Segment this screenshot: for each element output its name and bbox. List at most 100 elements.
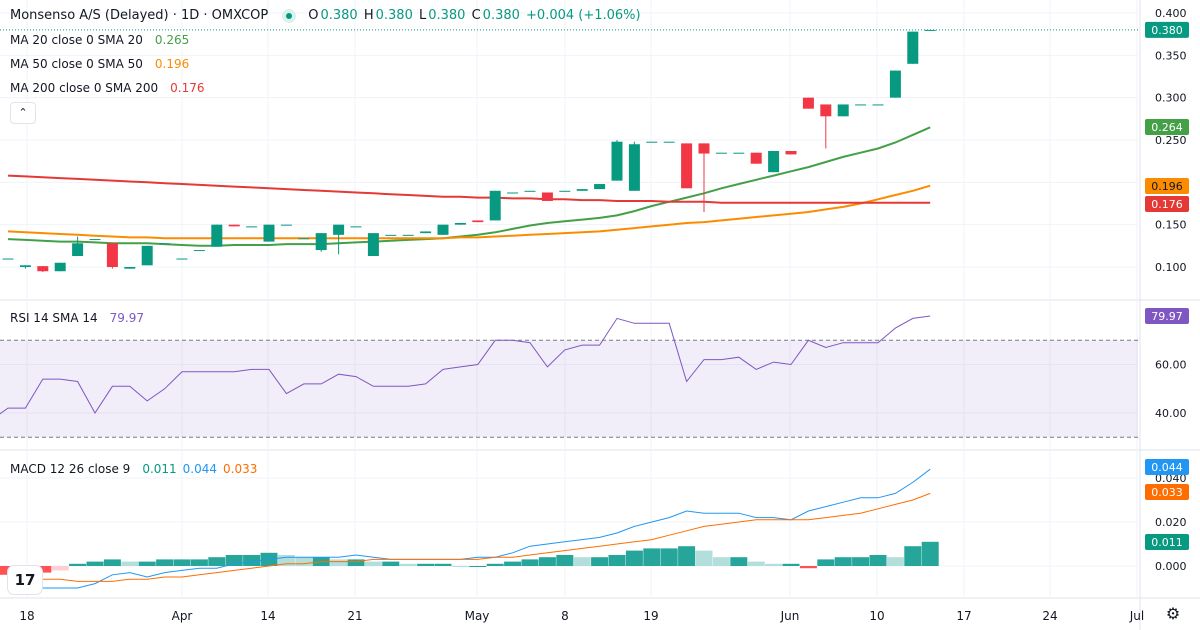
candle-body[interactable] <box>646 141 658 143</box>
price-axes[interactable]: 0.400 0.350 0.300 0.250 0.150 0.100 60.00 40.00… <box>1155 7 1187 573</box>
chevron-up-icon: ⌃ <box>18 106 28 119</box>
candle-body[interactable] <box>820 104 832 117</box>
tradingview-logo[interactable]: 17 <box>8 566 42 594</box>
time-axis[interactable]: 18 Apr 14 21 May 8 19 Jun 10 17 24 Jul <box>19 609 1144 623</box>
macd-histogram-bar <box>538 557 556 566</box>
candle-body[interactable] <box>698 143 710 154</box>
candle-body[interactable] <box>193 250 205 252</box>
candles[interactable] <box>2 29 936 273</box>
candle-body[interactable] <box>89 239 101 241</box>
candle-body[interactable] <box>855 104 867 106</box>
rsi-legend[interactable]: RSI 14 SMA 14 79.97 <box>10 311 144 325</box>
candle-body[interactable] <box>750 152 762 164</box>
candle-body[interactable] <box>785 151 797 155</box>
macd-histogram-bar <box>799 566 817 569</box>
macd-histogram-bar <box>765 563 783 566</box>
candle-body[interactable] <box>54 262 66 272</box>
low-value: 0.380 <box>428 8 466 23</box>
candle-body[interactable] <box>106 243 118 267</box>
macd-histogram-bar <box>364 561 382 566</box>
candle-body[interactable] <box>246 226 258 228</box>
macd-histogram-bar <box>243 555 261 566</box>
candle-body[interactable] <box>889 70 901 98</box>
collapse-legend-button[interactable]: ⌃ <box>10 102 36 124</box>
candle-body[interactable] <box>176 258 188 260</box>
rsi-value: 79.97 <box>109 311 145 325</box>
candle-body[interactable] <box>594 184 606 190</box>
candle-body[interactable] <box>228 224 240 227</box>
candle-body[interactable] <box>315 233 327 251</box>
macd-histogram-bar <box>347 559 365 566</box>
candle-body[interactable] <box>541 192 553 201</box>
candle-body[interactable] <box>402 234 414 236</box>
candle-body[interactable] <box>333 224 345 235</box>
market-status-icon <box>282 8 297 23</box>
candle-body[interactable] <box>768 151 780 173</box>
ma50-legend[interactable]: MA 50 close 0 SMA 50 0.196 <box>10 57 189 71</box>
candle-body[interactable] <box>733 152 745 154</box>
macd-histogram-bar <box>852 557 870 566</box>
macd-signal-value: 0.033 <box>223 462 258 476</box>
candle-body[interactable] <box>72 243 84 256</box>
candle-body[interactable] <box>611 141 623 181</box>
macd-legend[interactable]: MACD 12 26 close 9 0.011 0.044 0.033 <box>10 462 257 476</box>
candle-body[interactable] <box>907 31 919 64</box>
low-label: L <box>418 8 427 23</box>
candle-body[interactable] <box>559 190 571 192</box>
candle-body[interactable] <box>924 29 936 31</box>
candle-body[interactable] <box>437 224 449 235</box>
candle-body[interactable] <box>507 192 519 194</box>
candle-body[interactable] <box>298 238 310 240</box>
candle-body[interactable] <box>159 243 171 245</box>
candle-body[interactable] <box>576 189 588 191</box>
candle-body[interactable] <box>211 224 223 247</box>
ma200-legend[interactable]: MA 200 close 0 SMA 200 0.176 <box>10 81 205 95</box>
candle-body[interactable] <box>124 267 136 269</box>
candle-body[interactable] <box>663 141 675 143</box>
candle-body[interactable] <box>524 190 536 192</box>
price-tick-label: 0.350 <box>1155 49 1187 62</box>
macd-value: 0.044 <box>182 462 218 476</box>
gear-icon[interactable]: ⚙ <box>1165 604 1181 623</box>
candle-body[interactable] <box>489 190 501 221</box>
candle-body[interactable] <box>367 233 379 256</box>
candle-body[interactable] <box>715 152 727 154</box>
ma-badge-bg <box>1145 178 1189 194</box>
symbol-legend[interactable]: Monsenso A/S (Delayed) · 1D · OMXCOP O 0.… <box>10 8 641 23</box>
candle-body[interactable] <box>350 226 362 228</box>
ma20-legend[interactable]: MA 20 close 0 SMA 20 0.265 <box>10 33 189 47</box>
macd-histogram-bar <box>399 563 417 566</box>
candle-body[interactable] <box>837 104 849 117</box>
candle-body[interactable] <box>37 266 49 272</box>
macd-histogram-bar <box>747 561 765 566</box>
candle-body[interactable] <box>420 231 432 234</box>
candle-body[interactable] <box>2 258 14 260</box>
candle-body[interactable] <box>681 143 693 189</box>
ohlc-values: O 0.380 H 0.380 L 0.380 C 0.380 +0.004 (+1.0… <box>306 8 640 23</box>
ma-badge: 0.264 <box>1151 121 1183 134</box>
candle-body[interactable] <box>385 234 397 236</box>
macd-histogram-bar <box>382 561 400 566</box>
candle-body[interactable] <box>280 224 292 226</box>
candle-body[interactable] <box>872 104 884 106</box>
macd-histogram-bar <box>886 557 904 566</box>
macd-histogram-bar <box>712 557 730 566</box>
candle-body[interactable] <box>263 224 275 242</box>
macd-histogram-bar <box>417 563 435 566</box>
ma50-value: 0.196 <box>154 57 190 71</box>
price-tick-label: 0.100 <box>1155 261 1187 274</box>
time-label: 10 <box>869 609 884 623</box>
macd-histogram-bar <box>504 561 522 566</box>
candle-body[interactable] <box>628 144 640 191</box>
candle-body[interactable] <box>472 220 484 223</box>
time-label: Jun <box>780 609 800 623</box>
candle-body[interactable] <box>454 222 466 225</box>
symbol-title[interactable]: Monsenso A/S (Delayed) · 1D · OMXCOP <box>10 8 269 23</box>
candle-body[interactable] <box>19 265 31 267</box>
macd-histogram-bar <box>782 563 800 566</box>
candle-body[interactable] <box>141 245 153 266</box>
rsi-tick-label: 60.00 <box>1155 359 1187 372</box>
candle-body[interactable] <box>802 97 814 109</box>
macd-badge-bg <box>1145 484 1189 500</box>
